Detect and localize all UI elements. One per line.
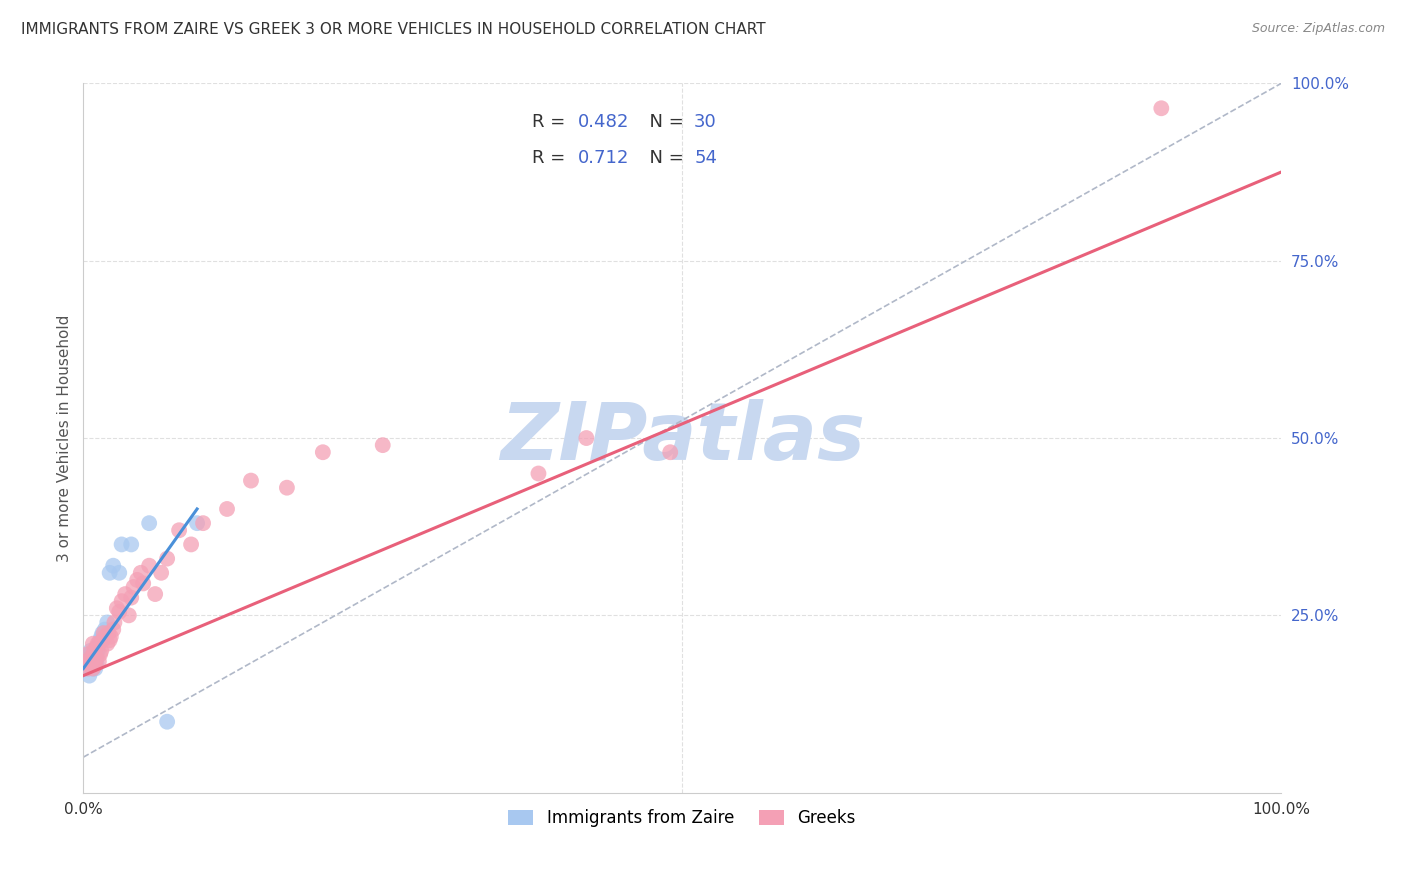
Point [80, 658, 103, 673]
Point [97, 626, 120, 640]
Point [83, 648, 105, 662]
Point [77, 661, 100, 675]
Point [82, 655, 104, 669]
Point [98, 633, 121, 648]
Point [93, 626, 115, 640]
Point [96, 637, 118, 651]
Point [77, 658, 100, 673]
Point [80, 649, 103, 664]
Point [575, 431, 598, 445]
Point [80, 651, 103, 665]
Point [83, 644, 105, 658]
Point [100, 630, 122, 644]
Point [312, 445, 335, 459]
Point [1150, 101, 1173, 115]
Point [91, 633, 114, 648]
Point [103, 558, 125, 573]
Point [156, 714, 179, 729]
Legend: Immigrants from Zaire, Greeks: Immigrants from Zaire, Greeks [502, 803, 862, 834]
Text: N =: N = [638, 149, 689, 167]
Point [77, 661, 100, 675]
Point [82, 637, 104, 651]
Point [138, 558, 160, 573]
Point [108, 605, 131, 619]
Point [527, 467, 550, 481]
Point [103, 615, 125, 630]
Point [89, 633, 111, 648]
Point [86, 648, 108, 662]
Point [90, 630, 112, 644]
Point [191, 516, 214, 530]
Point [84, 658, 107, 673]
Text: 0.482: 0.482 [578, 113, 630, 131]
Point [122, 580, 145, 594]
Point [87, 637, 110, 651]
Point [83, 655, 105, 669]
Point [108, 566, 131, 580]
Point [84, 651, 107, 665]
Point [103, 623, 125, 637]
Point [180, 537, 202, 551]
Y-axis label: 3 or more Vehicles in Household: 3 or more Vehicles in Household [58, 314, 72, 562]
Point [80, 655, 103, 669]
Point [79, 655, 101, 669]
Point [77, 648, 100, 662]
Text: Source: ZipAtlas.com: Source: ZipAtlas.com [1251, 22, 1385, 36]
Point [111, 537, 134, 551]
Point [87, 655, 110, 669]
Point [240, 474, 263, 488]
Point [276, 481, 298, 495]
Point [143, 587, 166, 601]
Point [86, 644, 108, 658]
Point [86, 651, 108, 665]
Point [90, 644, 112, 658]
Point [77, 668, 100, 682]
Point [94, 630, 117, 644]
Text: 0.712: 0.712 [578, 149, 630, 167]
Point [91, 626, 114, 640]
Point [371, 438, 394, 452]
Point [84, 661, 107, 675]
Point [84, 655, 107, 669]
Point [89, 648, 111, 662]
Point [76, 655, 98, 669]
Point [111, 594, 134, 608]
Point [127, 573, 149, 587]
Point [96, 615, 118, 630]
Text: R =: R = [533, 149, 571, 167]
Text: 30: 30 [695, 113, 717, 131]
Text: N =: N = [638, 113, 689, 131]
Point [79, 644, 101, 658]
Point [156, 551, 179, 566]
Point [76, 648, 98, 662]
Point [186, 516, 208, 530]
Point [86, 640, 108, 655]
Point [75, 655, 97, 669]
Point [120, 537, 142, 551]
Point [118, 608, 141, 623]
Point [167, 523, 190, 537]
Point [659, 445, 682, 459]
Text: R =: R = [533, 113, 571, 131]
Point [129, 566, 152, 580]
Text: 54: 54 [695, 149, 717, 167]
Point [82, 661, 104, 675]
Point [132, 576, 155, 591]
Point [150, 566, 173, 580]
Point [114, 587, 136, 601]
Point [86, 657, 108, 671]
Point [86, 637, 108, 651]
Point [215, 502, 238, 516]
Text: IMMIGRANTS FROM ZAIRE VS GREEK 3 OR MORE VEHICLES IN HOUSEHOLD CORRELATION CHART: IMMIGRANTS FROM ZAIRE VS GREEK 3 OR MORE… [21, 22, 766, 37]
Point [83, 659, 105, 673]
Point [94, 623, 117, 637]
Point [105, 601, 128, 615]
Point [98, 566, 121, 580]
Point [82, 661, 104, 675]
Point [120, 591, 142, 605]
Point [138, 516, 160, 530]
Text: ZIPatlas: ZIPatlas [499, 399, 865, 477]
